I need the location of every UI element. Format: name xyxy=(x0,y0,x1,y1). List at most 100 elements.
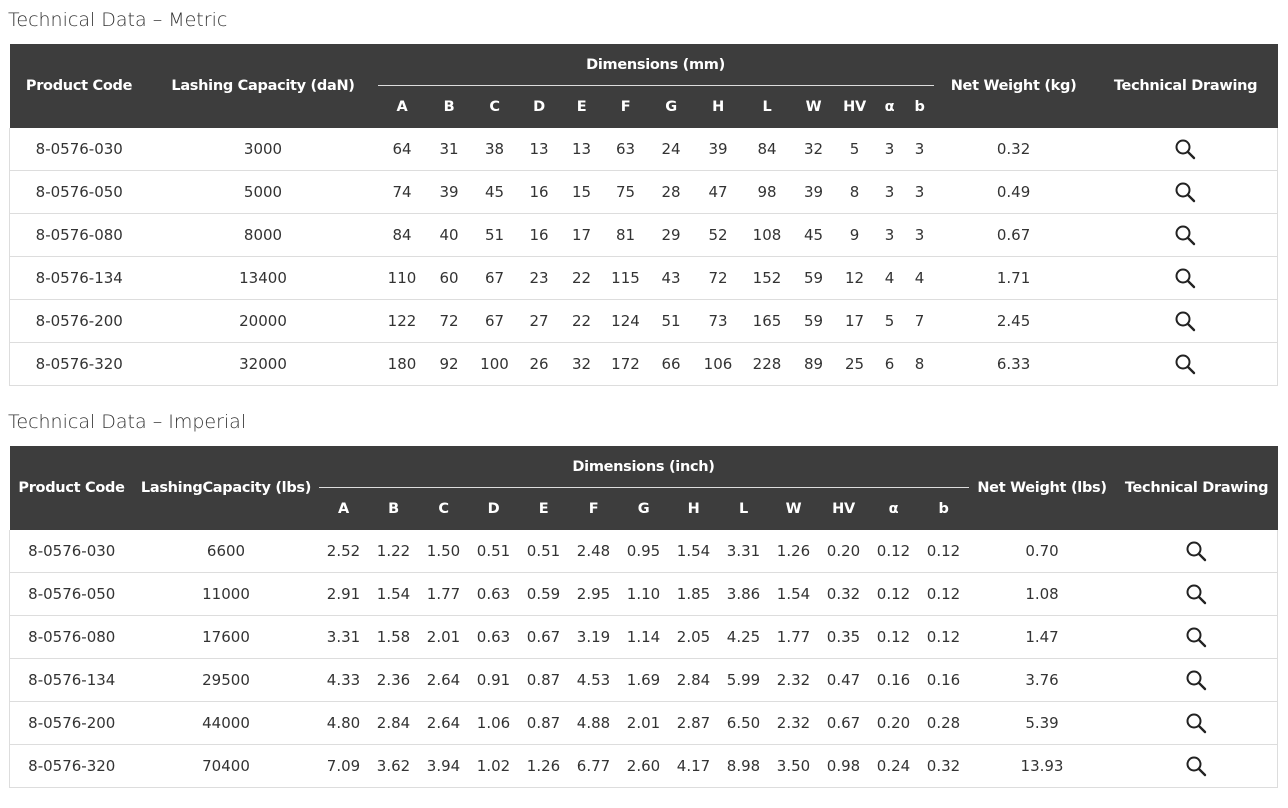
table-header: Product Code Lashing Capacity (daN) Dimens… xyxy=(9,44,1278,128)
cell: 5.39 xyxy=(968,701,1116,745)
header-cell: Product Code xyxy=(9,446,134,530)
header-row: Product Code LashingCapacity (lbs) Dimensi… xyxy=(9,446,1278,530)
cell: 1.77 xyxy=(768,615,819,659)
header-cell: Dimensions (inch) xyxy=(318,446,969,488)
dim-label: F xyxy=(602,86,649,128)
cell: 0.67 xyxy=(933,213,1094,257)
cell: 0.49 xyxy=(933,170,1094,214)
cell: 106 xyxy=(693,342,743,386)
drawing-icon[interactable] xyxy=(1185,540,1207,562)
cell: 8 xyxy=(905,342,934,386)
cell: 2.01 xyxy=(618,701,669,745)
drawing-icon[interactable] xyxy=(1174,353,1196,375)
cell: 12 xyxy=(835,256,874,300)
cell: 2.36 xyxy=(368,658,419,702)
header-cell: LashingCapacity (lbs) xyxy=(133,446,319,530)
header-cell: Technical Drawing xyxy=(1115,446,1278,530)
cell: 59 xyxy=(791,256,836,300)
cell: 11000 xyxy=(133,572,319,616)
cell: 4 xyxy=(873,256,906,300)
cell: 1.54 xyxy=(368,572,419,616)
drawing-icon[interactable] xyxy=(1185,755,1207,777)
cell: 3 xyxy=(873,128,906,171)
cell: 22 xyxy=(560,256,603,300)
dim-label: L xyxy=(742,86,792,128)
cell: 13 xyxy=(560,128,603,171)
cell: 13400 xyxy=(148,256,378,300)
cell: 3.50 xyxy=(768,744,819,788)
cell: 1.69 xyxy=(618,658,669,702)
cell: 5000 xyxy=(148,170,378,214)
cell: 3.31 xyxy=(318,615,369,659)
drawing-icon[interactable] xyxy=(1185,712,1207,734)
dim-label: H xyxy=(668,488,719,530)
dim-label: α xyxy=(868,488,919,530)
header-cell: Technical Drawing xyxy=(1093,44,1278,128)
table-row: 8-0576-200 20000 122 72 67 27 22 124 51 73 165 59 17… xyxy=(9,299,1279,343)
dim-label: G xyxy=(618,488,669,530)
dim-label: b xyxy=(905,86,934,128)
cell: 5.99 xyxy=(718,658,769,702)
dim-label: C xyxy=(418,488,469,530)
table-row: 8-0576-080 8000 84 40 51 16 17 81 29 52 108 45 9 3 3 0.… xyxy=(9,213,1279,257)
cell: 8-0576-134 xyxy=(9,658,134,702)
cell: 6.77 xyxy=(568,744,619,788)
drawing-icon[interactable] xyxy=(1185,626,1207,648)
table-body: 8-0576-030 6600 2.52 1.22 1.50 0.51 0.51 2.48 0.… xyxy=(9,530,1279,788)
table-header: Product Code LashingCapacity (lbs) Dimensi… xyxy=(9,446,1278,530)
cell: 39 xyxy=(426,170,472,214)
drawing-icon[interactable] xyxy=(1185,669,1207,691)
cell: 2.64 xyxy=(418,658,469,702)
dim-label: HV xyxy=(835,86,874,128)
dim-label: b xyxy=(918,488,969,530)
drawing-icon[interactable] xyxy=(1174,224,1196,246)
cell: 0.67 xyxy=(818,701,869,745)
cell: 3.76 xyxy=(968,658,1116,702)
cell: 2.32 xyxy=(768,658,819,702)
cell: 15 xyxy=(560,170,603,214)
header-row: A B C D E F G H L W HV α b xyxy=(10,488,1278,530)
cell: 172 xyxy=(602,342,649,386)
dim-label: B xyxy=(426,86,472,128)
cell: 0.16 xyxy=(918,658,969,702)
cell: 72 xyxy=(426,299,472,343)
cell: 0.28 xyxy=(918,701,969,745)
drawing-icon[interactable] xyxy=(1174,267,1196,289)
cell: 8-0576-050 xyxy=(9,170,149,214)
cell: 8-0576-200 xyxy=(9,701,134,745)
cell: 2.32 xyxy=(768,701,819,745)
cell: 4.33 xyxy=(318,658,369,702)
cell: 64 xyxy=(377,128,427,171)
cell: 122 xyxy=(377,299,427,343)
cell: 3000 xyxy=(148,128,378,171)
drawing-icon[interactable] xyxy=(1174,181,1196,203)
cell: 8-0576-030 xyxy=(9,530,134,573)
cell: 1.26 xyxy=(768,530,819,573)
cell: 100 xyxy=(471,342,518,386)
cell: 3.19 xyxy=(568,615,619,659)
cell: 0.24 xyxy=(868,744,919,788)
drawing-cell xyxy=(1115,615,1279,659)
cell: 0.12 xyxy=(868,530,919,573)
dim-label: W xyxy=(768,488,819,530)
cell: 51 xyxy=(471,213,518,257)
drawing-icon[interactable] xyxy=(1174,138,1196,160)
section-title: Technical Data – Imperial xyxy=(8,411,247,433)
cell: 89 xyxy=(791,342,836,386)
drawing-icon[interactable] xyxy=(1185,583,1207,605)
cell: 5 xyxy=(873,299,906,343)
drawing-icon[interactable] xyxy=(1174,310,1196,332)
dim-label: C xyxy=(471,86,518,128)
cell: 1.26 xyxy=(518,744,569,788)
cell: 4.88 xyxy=(568,701,619,745)
cell: 39 xyxy=(791,170,836,214)
drawing-cell xyxy=(1093,256,1279,300)
cell: 75 xyxy=(602,170,649,214)
cell: 45 xyxy=(791,213,836,257)
cell: 0.20 xyxy=(818,530,869,573)
cell: 3 xyxy=(905,213,934,257)
cell: 4 xyxy=(905,256,934,300)
cell: 84 xyxy=(377,213,427,257)
cell: 66 xyxy=(648,342,694,386)
data-table: Product Code Lashing Capacity (daN) Dimens… xyxy=(9,44,1279,386)
